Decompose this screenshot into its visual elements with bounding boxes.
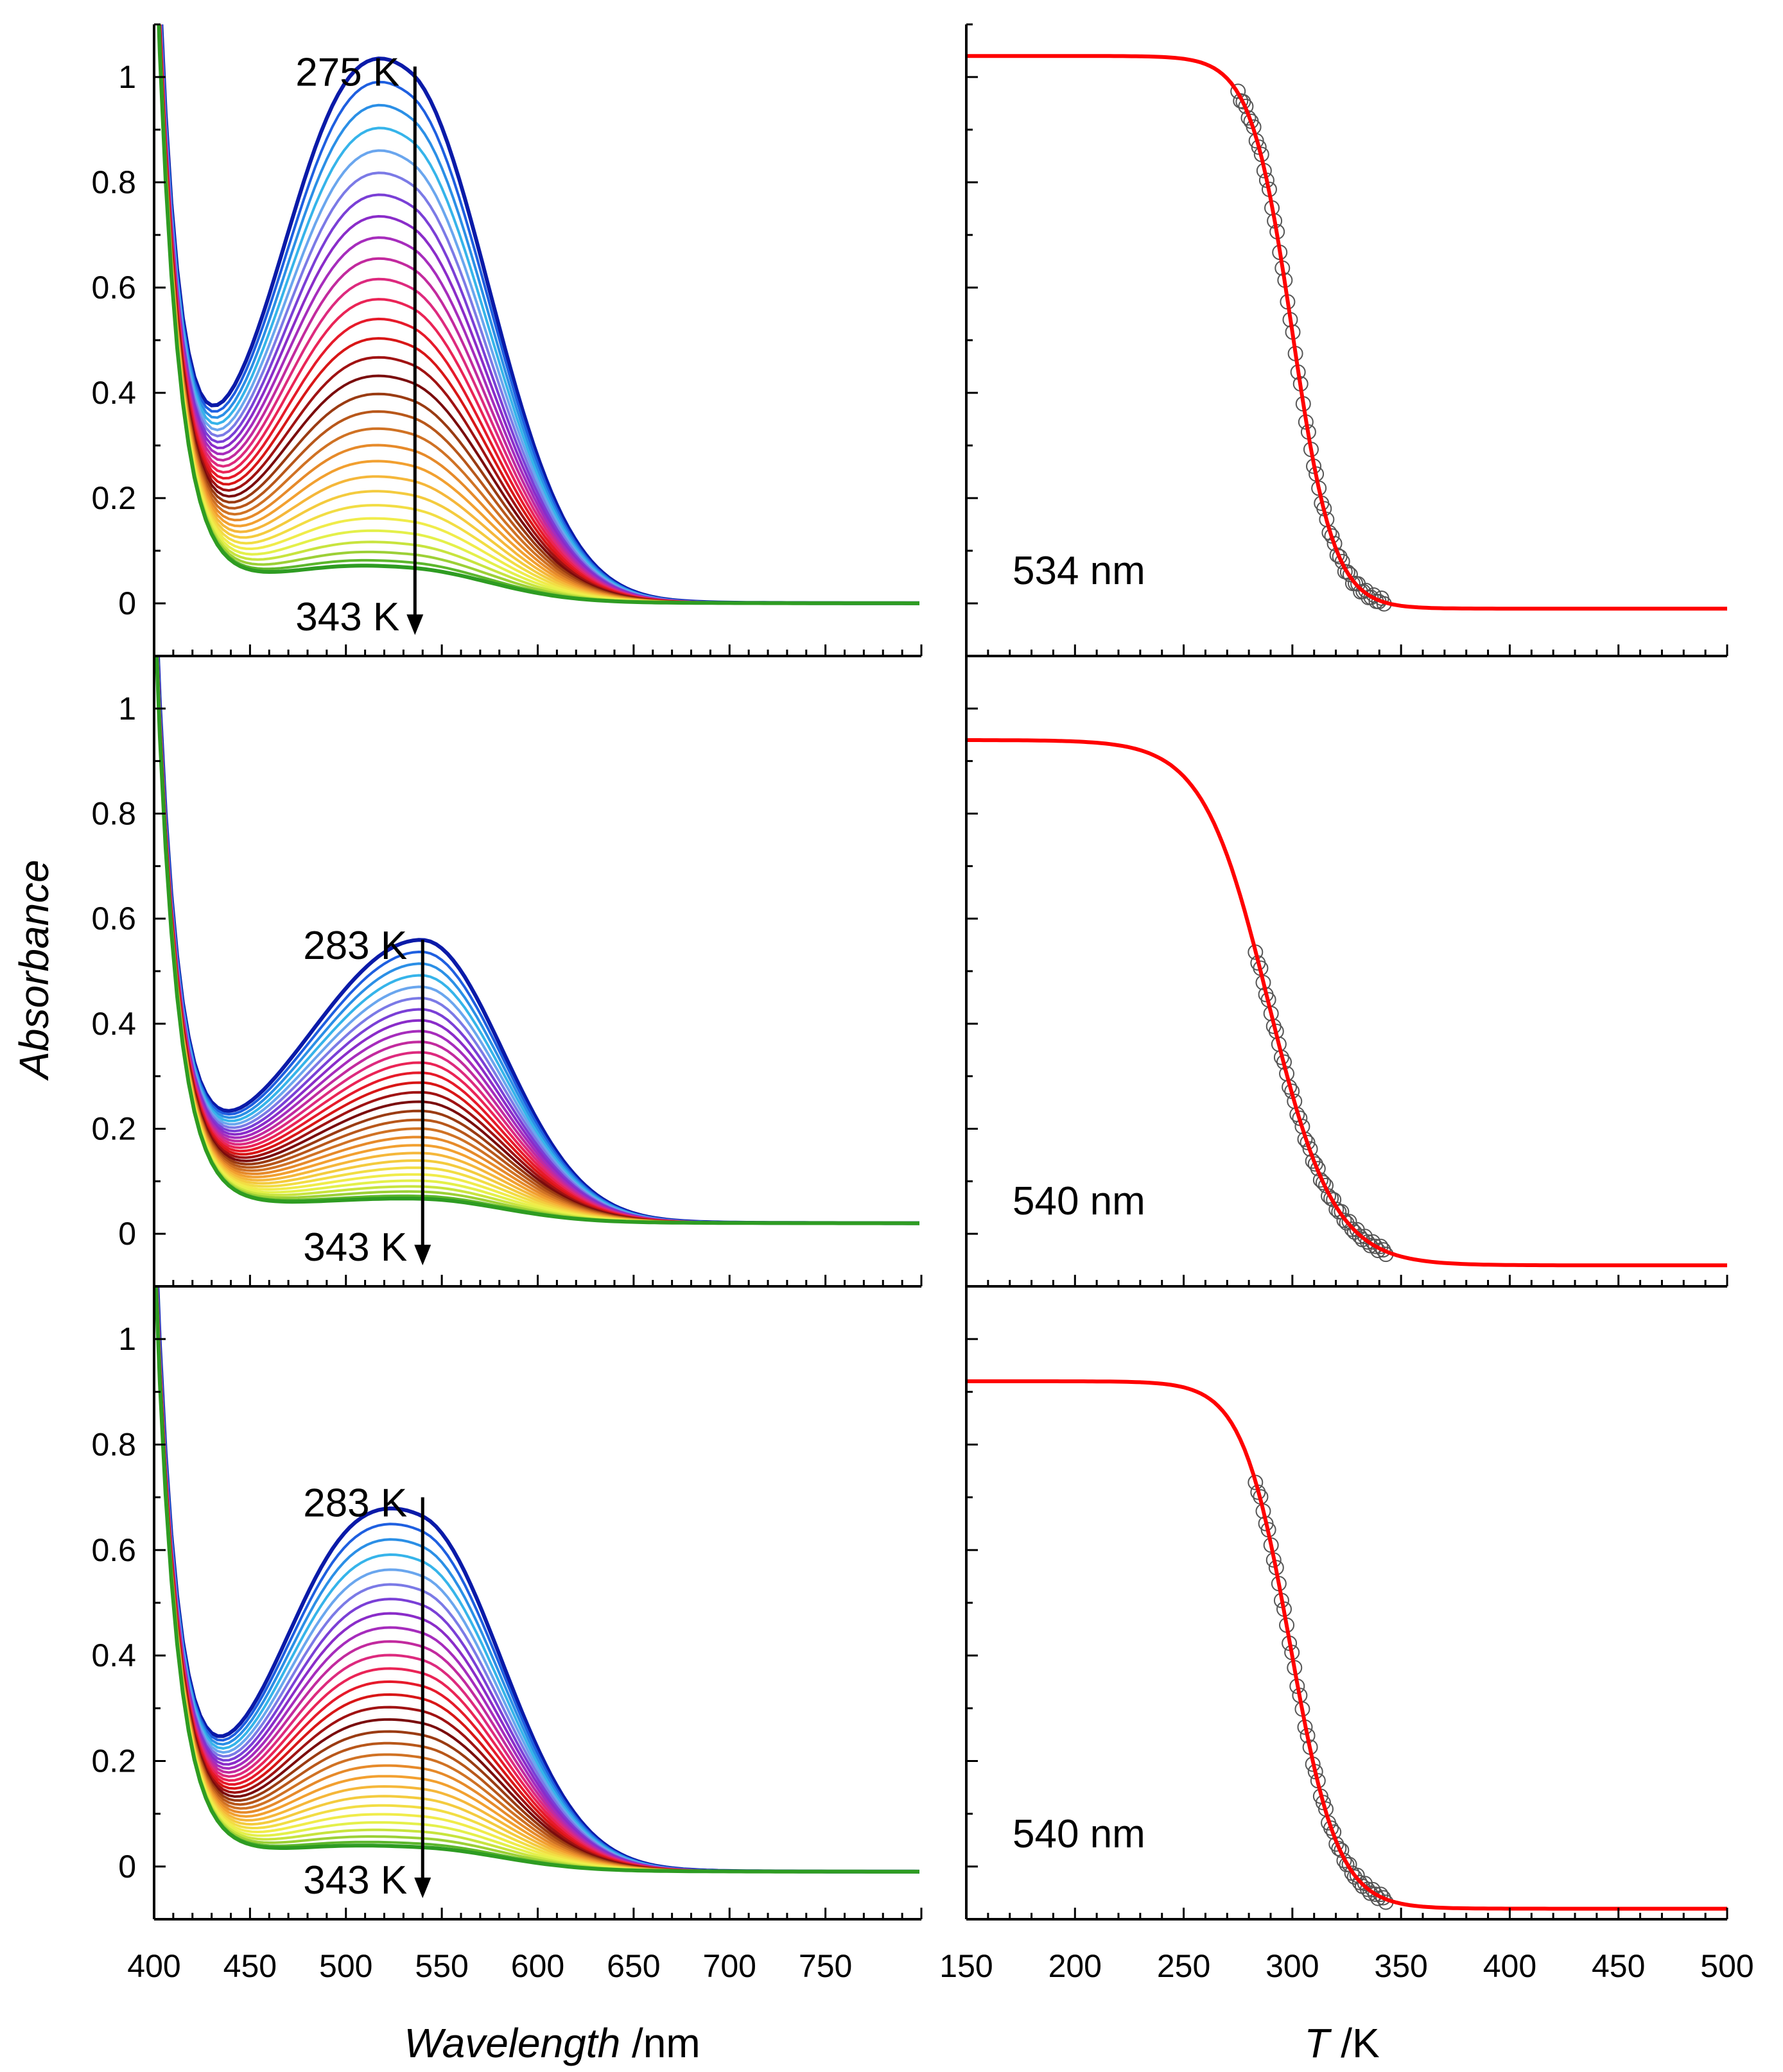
y-tick-label: 0 <box>118 585 136 621</box>
spectrum-line-6 <box>155 1286 919 1873</box>
y-tick-label: 0 <box>118 1849 136 1885</box>
data-point <box>1334 553 1350 569</box>
fit-line <box>966 738 1727 1268</box>
fit-panel-1: 534 nm <box>966 54 1727 612</box>
y-tick-label: 1 <box>118 691 136 727</box>
x-tick-label: 450 <box>1592 1948 1645 1984</box>
x-tick-label: 450 <box>223 1948 277 1984</box>
x-tick-label: 500 <box>1700 1948 1753 1984</box>
panels: 275 K 343 K 283 K 343 K 283 K 343 K 534 nm 540 … <box>153 23 1728 1921</box>
fit-line <box>966 54 1727 611</box>
y-tick-label: 0.8 <box>91 164 136 200</box>
data-point <box>1323 1820 1339 1836</box>
bottom-temperature-label: 343 K <box>303 1225 407 1270</box>
data-point <box>1342 567 1358 583</box>
data-point <box>1368 1886 1384 1903</box>
y-tick-label: 0.6 <box>91 270 136 306</box>
x-tick-label: 600 <box>511 1948 564 1984</box>
x-axis-label-right: T /K <box>1304 2020 1379 2066</box>
x-tick-label: 200 <box>1048 1948 1102 1984</box>
data-point <box>1352 1229 1368 1245</box>
data-point <box>1341 1214 1357 1230</box>
x-tick-label: 550 <box>415 1948 468 1984</box>
spectra-panel-1: 275 K 343 K <box>157 24 920 639</box>
top-temperature-label: 275 K <box>295 51 399 95</box>
y-tick-label: 0.4 <box>91 375 136 411</box>
data-point <box>1300 1134 1316 1150</box>
x-tick-label: 250 <box>1157 1948 1210 1984</box>
fit-panel-2: 540 nm <box>966 738 1727 1268</box>
spectra-curves <box>157 24 920 605</box>
x-tick-label: 350 <box>1374 1948 1427 1984</box>
fit-line <box>966 1379 1727 1911</box>
arrow-head <box>414 1245 431 1266</box>
spectra-curves <box>154 656 920 1225</box>
arrow-head <box>414 1878 431 1899</box>
y-tick-label: 0.6 <box>91 901 136 937</box>
x-tick-label: 500 <box>319 1948 372 1984</box>
spectrum-line-30 <box>154 656 919 1225</box>
data-point <box>1336 1213 1352 1229</box>
data-point <box>1360 1881 1376 1897</box>
data-point <box>1235 94 1251 110</box>
data-markers <box>1230 83 1392 612</box>
data-point <box>1368 1238 1384 1254</box>
x-tick-label: 400 <box>127 1948 180 1984</box>
wavelength-label: 540 nm <box>1013 1812 1145 1856</box>
y-tick-label: 0.8 <box>91 1427 136 1463</box>
y-tick-label: 0.2 <box>91 1111 136 1147</box>
x-tick-label: 750 <box>799 1948 852 1984</box>
data-point <box>1365 1881 1381 1897</box>
y-axis-label: Absorbance <box>11 859 57 1082</box>
x-tick-label: 150 <box>939 1948 993 1984</box>
data-point <box>1375 1242 1391 1258</box>
data-point <box>1326 535 1343 551</box>
y-tick-label: 0.8 <box>91 796 136 832</box>
x-tick-label: 650 <box>607 1948 660 1984</box>
bottom-temperature-label: 343 K <box>295 595 399 639</box>
x-tick-label: 400 <box>1483 1948 1536 1984</box>
right-x-tick-labels: 150 200 250 300 350 400 450 500 <box>939 1948 1753 1984</box>
y-tick-label: 0.4 <box>91 1006 136 1042</box>
top-temperature-label: 283 K <box>303 924 407 968</box>
spectra-panel-3: 283 K 343 K <box>154 1286 920 1903</box>
fit-panel-3: 540 nm <box>966 1379 1727 1911</box>
y-tick-labels: 0 0.2 0.4 0.6 0.8 1 0 0.2 0.4 0.6 0.8 1 0 0.2 0.4 0.6 0.… <box>91 59 136 1885</box>
spectra-curves <box>154 1286 920 1874</box>
data-point <box>1375 1890 1391 1906</box>
y-tick-label: 1 <box>118 59 136 95</box>
data-point <box>1315 1175 1331 1191</box>
x-tick-label: 300 <box>1265 1948 1319 1984</box>
wavelength-label: 534 nm <box>1013 549 1145 593</box>
data-point <box>1363 589 1379 605</box>
data-markers <box>1248 944 1394 1263</box>
y-tick-label: 0.2 <box>91 1743 136 1779</box>
y-tick-label: 0.4 <box>91 1637 136 1673</box>
data-point <box>1321 1188 1337 1204</box>
y-tick-label: 0.6 <box>91 1532 136 1568</box>
x-tick-label: 700 <box>703 1948 756 1984</box>
left-x-tick-labels: 400 450 500 550 600 650 700 750 <box>127 1948 852 1984</box>
spectrum-line-30 <box>157 24 919 605</box>
data-point <box>1230 83 1246 99</box>
wavelength-label: 540 nm <box>1013 1179 1145 1223</box>
y-tick-label: 0 <box>118 1216 136 1252</box>
bottom-temperature-label: 343 K <box>303 1858 407 1903</box>
top-temperature-label: 283 K <box>303 1481 407 1526</box>
x-axis-label-left: Wavelength /nm <box>404 2020 700 2066</box>
spectrum-line-30 <box>154 1286 919 1874</box>
spectra-panel-2: 283 K 343 K <box>154 656 920 1270</box>
arrow-head <box>406 614 424 635</box>
axes <box>153 23 1728 1921</box>
y-tick-label: 0.2 <box>91 480 136 516</box>
y-tick-label: 1 <box>118 1321 136 1357</box>
data-point <box>1336 1852 1352 1869</box>
data-point <box>1318 1177 1334 1193</box>
